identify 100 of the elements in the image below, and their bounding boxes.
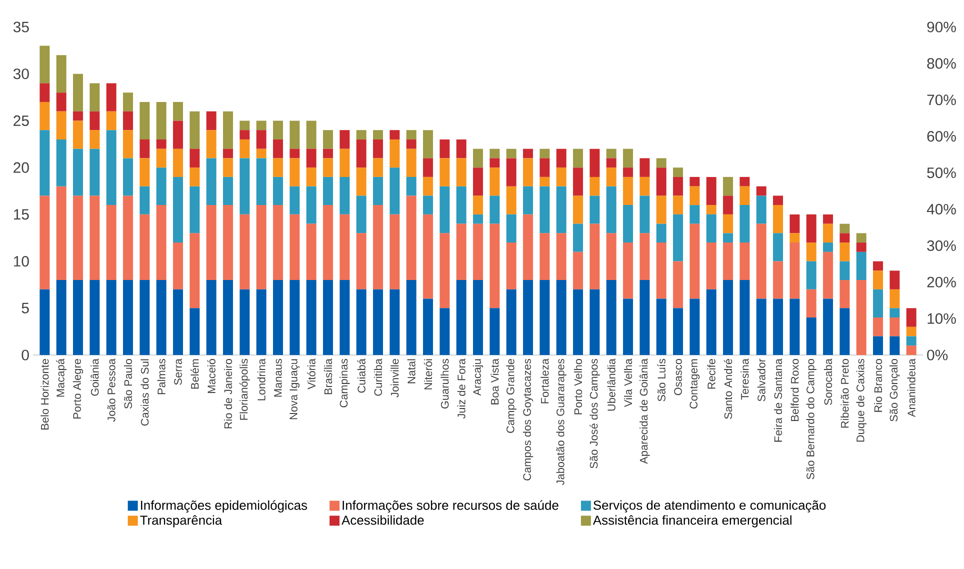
bar xyxy=(740,242,750,280)
bar xyxy=(873,336,884,355)
bar xyxy=(723,176,734,196)
bar xyxy=(156,205,166,280)
bar xyxy=(790,298,800,355)
bar xyxy=(190,111,200,149)
x-tick-label: Brasília xyxy=(324,358,332,394)
bar xyxy=(906,308,916,327)
bar xyxy=(623,205,634,243)
x-tick-label: Porto Alegre xyxy=(72,359,84,419)
bar xyxy=(90,280,100,355)
bar xyxy=(540,176,550,186)
bar xyxy=(40,46,50,84)
x-tick-label: Serra xyxy=(174,358,182,385)
bar xyxy=(623,176,634,206)
bar xyxy=(823,214,834,224)
bar xyxy=(240,158,250,214)
bar xyxy=(423,130,434,158)
x-tick-label: Maceió xyxy=(207,358,216,393)
bar xyxy=(540,186,550,234)
y2-tick-label: 40% xyxy=(926,204,956,215)
bar xyxy=(606,186,616,234)
x-tick-label: Duque de Caxias xyxy=(856,358,866,442)
bar xyxy=(106,205,116,280)
bar xyxy=(56,280,66,355)
bar xyxy=(673,308,684,355)
bar xyxy=(906,336,916,346)
y2-tick-label: 0% xyxy=(927,350,948,360)
bar xyxy=(573,289,584,355)
bar xyxy=(540,233,550,280)
bar xyxy=(256,205,266,290)
x-tick-label: Ribeirão Preto xyxy=(840,359,849,428)
bar xyxy=(373,158,384,177)
bar xyxy=(523,214,534,280)
bar xyxy=(840,242,850,262)
bar xyxy=(673,168,684,177)
x-tick-label: São Luís xyxy=(657,358,666,402)
bar xyxy=(490,168,500,196)
bar xyxy=(140,158,150,186)
bar xyxy=(406,196,416,280)
bar xyxy=(373,139,384,158)
bar xyxy=(290,158,300,186)
bar xyxy=(340,280,350,355)
bar xyxy=(456,280,466,355)
bar xyxy=(256,148,266,158)
y2-tick-label: 30% xyxy=(927,240,956,251)
legend-label: Informações sobre recursos de saúde xyxy=(342,500,558,513)
y2-tick-label: 80% xyxy=(927,58,956,69)
bar xyxy=(490,308,500,355)
legend-label: Serviços de atendimento e comunicação xyxy=(594,500,826,512)
bar xyxy=(573,224,584,252)
bar xyxy=(223,280,234,355)
bar xyxy=(573,196,584,224)
bar xyxy=(523,186,534,214)
bar xyxy=(740,176,750,186)
bar xyxy=(56,92,66,112)
bar xyxy=(440,158,450,186)
x-tick-label: Belo Horizonte xyxy=(40,359,49,430)
bar xyxy=(306,148,316,168)
bar xyxy=(740,186,750,206)
bar xyxy=(490,148,500,158)
x-tick-label: Fortaleza xyxy=(540,358,549,404)
bar xyxy=(540,148,550,158)
bar xyxy=(773,261,784,299)
x-tick-label: Campo Grande xyxy=(506,359,516,433)
x-tick-label: Belém xyxy=(190,359,199,389)
x-tick-label: Aracaju xyxy=(472,359,484,396)
bar xyxy=(106,111,116,130)
bar xyxy=(240,289,250,355)
bar xyxy=(406,176,416,196)
bar xyxy=(506,242,516,290)
bar xyxy=(506,186,516,214)
bar xyxy=(523,280,534,355)
bar xyxy=(273,280,284,355)
bar xyxy=(573,252,584,290)
bar xyxy=(856,252,866,280)
bar xyxy=(556,148,566,168)
bar xyxy=(490,158,500,168)
bar xyxy=(90,148,100,196)
bar xyxy=(706,176,716,206)
bar xyxy=(290,280,300,355)
bar xyxy=(423,214,434,299)
bar xyxy=(756,224,766,299)
bar xyxy=(323,148,334,158)
bar xyxy=(40,196,50,290)
bar xyxy=(240,139,250,158)
x-tick-label: Palmas xyxy=(157,358,166,394)
bar xyxy=(690,176,700,186)
bar xyxy=(656,168,666,196)
bar xyxy=(640,233,650,280)
bar xyxy=(723,196,734,214)
bar xyxy=(140,102,150,140)
bar xyxy=(706,214,716,243)
bar xyxy=(673,176,684,196)
legend-label: Assistência financeira emergencial xyxy=(592,515,792,528)
x-tick-label: Niterói xyxy=(424,359,432,390)
bar xyxy=(373,176,384,206)
bar xyxy=(906,326,916,336)
bar xyxy=(173,102,184,121)
bar xyxy=(656,298,666,355)
